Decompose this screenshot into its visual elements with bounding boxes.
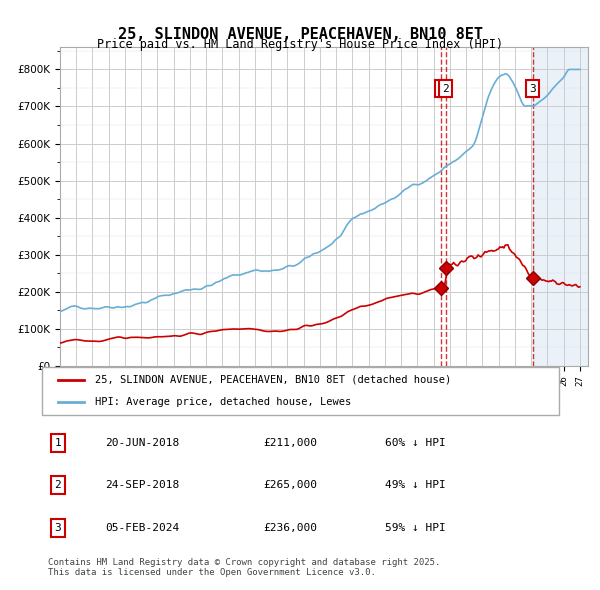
Text: 3: 3 <box>529 84 536 94</box>
Bar <box>533 47 588 366</box>
Text: 1: 1 <box>55 438 61 448</box>
Text: Price paid vs. HM Land Registry's House Price Index (HPI): Price paid vs. HM Land Registry's House … <box>97 38 503 51</box>
Text: 49% ↓ HPI: 49% ↓ HPI <box>385 480 446 490</box>
Text: 2: 2 <box>55 480 61 490</box>
Text: Contains HM Land Registry data © Crown copyright and database right 2025.
This d: Contains HM Land Registry data © Crown c… <box>48 558 440 577</box>
Text: 3: 3 <box>55 523 61 533</box>
Text: £211,000: £211,000 <box>264 438 318 448</box>
Text: £236,000: £236,000 <box>264 523 318 533</box>
Text: 25, SLINDON AVENUE, PEACEHAVEN, BN10 8ET (detached house): 25, SLINDON AVENUE, PEACEHAVEN, BN10 8ET… <box>95 375 451 385</box>
Text: 25, SLINDON AVENUE, PEACEHAVEN, BN10 8ET: 25, SLINDON AVENUE, PEACEHAVEN, BN10 8ET <box>118 27 482 41</box>
Text: 05-FEB-2024: 05-FEB-2024 <box>106 523 179 533</box>
Text: 60% ↓ HPI: 60% ↓ HPI <box>385 438 446 448</box>
Text: 59% ↓ HPI: 59% ↓ HPI <box>385 523 446 533</box>
Text: £265,000: £265,000 <box>264 480 318 490</box>
Text: HPI: Average price, detached house, Lewes: HPI: Average price, detached house, Lewe… <box>95 397 351 407</box>
Text: 2: 2 <box>442 84 449 94</box>
FancyBboxPatch shape <box>42 367 559 415</box>
Text: 24-SEP-2018: 24-SEP-2018 <box>106 480 179 490</box>
Text: 1: 1 <box>438 84 445 94</box>
Text: 20-JUN-2018: 20-JUN-2018 <box>106 438 179 448</box>
